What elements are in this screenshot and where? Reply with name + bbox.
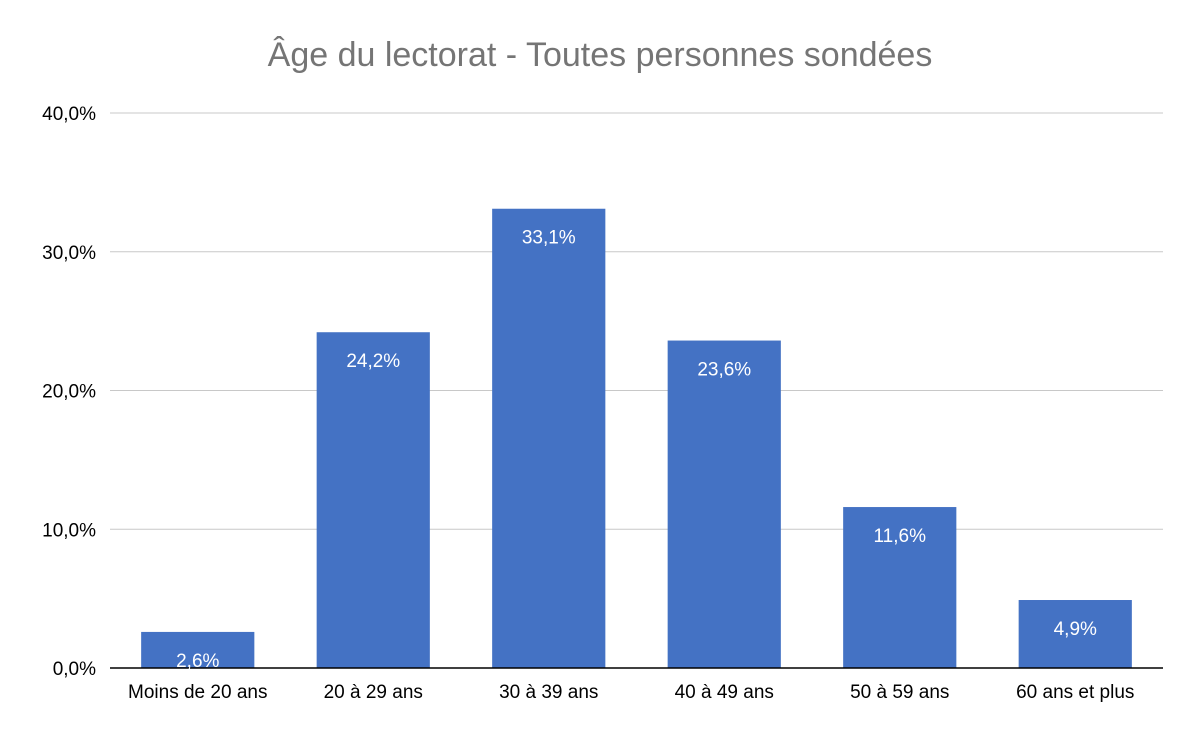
data-label: 11,6% — [874, 526, 927, 547]
bar — [141, 631, 255, 668]
y-axis-ticks: 0,0% 10,0% 20,0% 30,0% 40,0% — [42, 104, 96, 680]
data-labels: 2,6% 24,2% 33,1% 23,6% 11,6% 4,9% — [176, 228, 1097, 672]
data-label: 2,6% — [176, 651, 219, 672]
data-label: 24,2% — [346, 351, 400, 372]
y-tick-label: 0,0% — [53, 659, 96, 680]
x-tick-label: 20 à 29 ans — [324, 682, 423, 703]
x-tick-label: 60 ans et plus — [1016, 682, 1134, 703]
y-tick-label: 40,0% — [42, 104, 96, 125]
chart-title: Âge du lectorat - Toutes personnes sondé… — [268, 36, 933, 74]
data-label: 4,9% — [1054, 619, 1097, 640]
x-tick-label: Moins de 20 ans — [128, 682, 267, 703]
bar — [1018, 600, 1132, 668]
x-tick-label: 50 à 59 ans — [850, 682, 949, 703]
y-tick-label: 30,0% — [42, 243, 96, 264]
x-axis-ticks: Moins de 20 ans 20 à 29 ans 30 à 39 ans 40 … — [128, 682, 1134, 703]
bar — [492, 208, 606, 669]
x-tick-label: 40 à 49 ans — [675, 682, 774, 703]
bar — [843, 507, 957, 668]
bars — [141, 208, 1132, 669]
data-label: 23,6% — [697, 360, 751, 381]
gridlines — [110, 112, 1163, 530]
bar — [667, 340, 781, 668]
y-tick-label: 10,0% — [42, 520, 96, 541]
data-label: 33,1% — [522, 228, 576, 249]
bar — [316, 332, 430, 668]
y-tick-label: 20,0% — [42, 382, 96, 403]
x-tick-label: 30 à 39 ans — [499, 682, 598, 703]
